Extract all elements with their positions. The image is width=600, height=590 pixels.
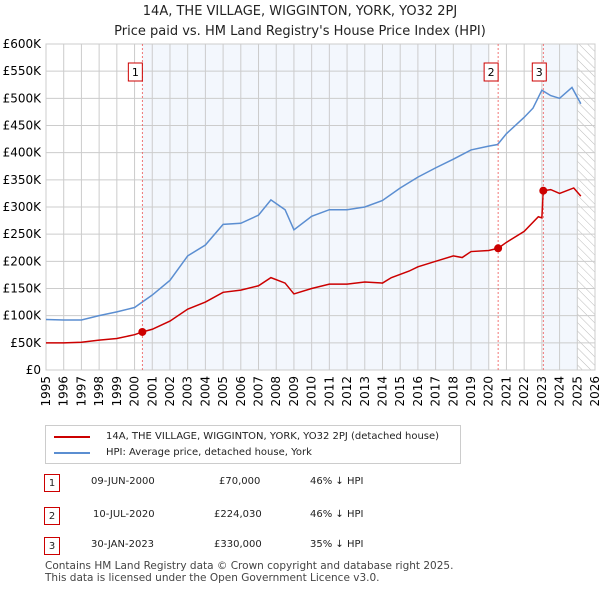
sale-price: £70,000 (219, 476, 261, 487)
sale-point (138, 327, 147, 336)
sale-date: 30-JAN-2023 (91, 539, 155, 550)
y-tick-label: £0 (26, 363, 41, 377)
y-tick-label: £550K (3, 64, 43, 78)
sale-row: 1 09-JUN-2000 £70,000 46% ↓ HPI (44, 474, 464, 494)
x-tick-label: 2017 (429, 376, 443, 407)
x-tick-label: 1998 (92, 376, 106, 407)
sale-hpi-diff: 46% ↓ HPI (310, 476, 364, 487)
legend-label-hpi: HPI: Average price, detached house, York (106, 447, 312, 458)
y-tick-label: £300K (3, 200, 43, 214)
legend-label-property: 14A, THE VILLAGE, WIGGINTON, YORK, YO32 … (106, 431, 440, 442)
sale-point (539, 186, 548, 195)
x-tick-label: 2003 (181, 376, 195, 407)
chart-subtitle: Price paid vs. HM Land Registry's House … (114, 24, 486, 39)
x-tick-label: 2014 (375, 376, 389, 407)
x-tick-label: 2008 (269, 376, 283, 407)
x-tick-label: 2002 (163, 376, 177, 407)
x-tick-label: 2015 (393, 376, 407, 407)
x-tick-label: 2018 (446, 376, 460, 407)
legend-swatch-property (54, 435, 90, 438)
x-tick-label: 2004 (198, 376, 212, 407)
x-tick-label: 2012 (340, 376, 354, 407)
x-tick-label: 2009 (287, 376, 301, 407)
x-tick-label: 2021 (499, 376, 513, 407)
sale-label: 3 (536, 66, 543, 79)
y-tick-label: £200K (3, 254, 43, 268)
x-tick-label: 2026 (588, 376, 600, 407)
plot-border (45, 43, 596, 371)
sale-hpi-diff: 35% ↓ HPI (310, 539, 364, 550)
sale-label: 1 (132, 66, 139, 79)
chart-legend: 14A, THE VILLAGE, WIGGINTON, YORK, YO32 … (45, 425, 461, 464)
x-tick-label: 2022 (517, 376, 531, 407)
x-tick-label: 2020 (482, 376, 496, 407)
footer-copyright: Contains HM Land Registry data © Crown c… (45, 560, 454, 572)
y-tick-label: £50K (10, 336, 42, 350)
x-tick-label: 2011 (322, 376, 336, 407)
sale-marker-number: 2 (44, 507, 60, 525)
footer-licence: This data is licensed under the Open Gov… (45, 572, 380, 584)
y-tick-label: £350K (3, 173, 43, 187)
sale-marker-number: 3 (44, 537, 60, 555)
sale-date: 10-JUL-2020 (93, 509, 155, 520)
y-tick-label: £500K (3, 91, 43, 105)
sale-label-box (531, 62, 547, 82)
sale-date: 09-JUN-2000 (91, 476, 155, 487)
sale-point (494, 244, 503, 253)
sale-row: 3 30-JAN-2023 £330,000 35% ↓ HPI (44, 537, 464, 557)
sale-label-box (127, 62, 143, 82)
y-tick-label: £600K (3, 37, 43, 51)
sale-row: 2 10-JUL-2020 £224,030 46% ↓ HPI (44, 507, 464, 527)
x-tick-label: 2013 (358, 376, 372, 407)
series-line (46, 187, 582, 344)
y-tick-label: £400K (3, 146, 43, 160)
y-tick-label: £150K (3, 282, 43, 296)
x-tick-label: 2023 (535, 376, 549, 407)
y-tick-label: £100K (3, 309, 43, 323)
legend-swatch-hpi (54, 451, 90, 454)
sale-hpi-diff: 46% ↓ HPI (310, 509, 364, 520)
sale-price: £330,000 (214, 539, 262, 550)
x-tick-label: 2006 (234, 376, 248, 407)
x-tick-label: 2016 (411, 376, 425, 407)
chart-title: 14A, THE VILLAGE, WIGGINTON, YORK, YO32 … (142, 4, 458, 19)
sale-marker-number: 1 (44, 474, 60, 492)
x-tick-label: 2010 (305, 376, 319, 407)
x-tick-label: 2001 (145, 376, 159, 407)
x-tick-label: 1996 (57, 376, 71, 407)
y-tick-label: £450K (3, 119, 43, 133)
x-tick-label: 1999 (110, 376, 124, 407)
x-tick-label: 1997 (74, 376, 88, 407)
x-tick-label: 2005 (216, 376, 230, 407)
series-line (45, 86, 582, 321)
price-chart: 1 2 3 £0 £50K £100K £150K £200K £250K £300K £350K £… (3, 37, 600, 407)
x-tick-label: 2007 (252, 376, 266, 407)
x-tick-label: 2000 (128, 376, 142, 407)
sale-label-box (483, 62, 499, 82)
sale-label: 2 (488, 66, 495, 79)
sale-price: £224,030 (214, 509, 262, 520)
x-tick-label: 1995 (39, 376, 53, 407)
x-tick-label: 2024 (553, 376, 567, 407)
y-tick-label: £250K (3, 227, 43, 241)
x-tick-label: 2025 (570, 376, 584, 407)
x-tick-label: 2019 (464, 376, 478, 407)
